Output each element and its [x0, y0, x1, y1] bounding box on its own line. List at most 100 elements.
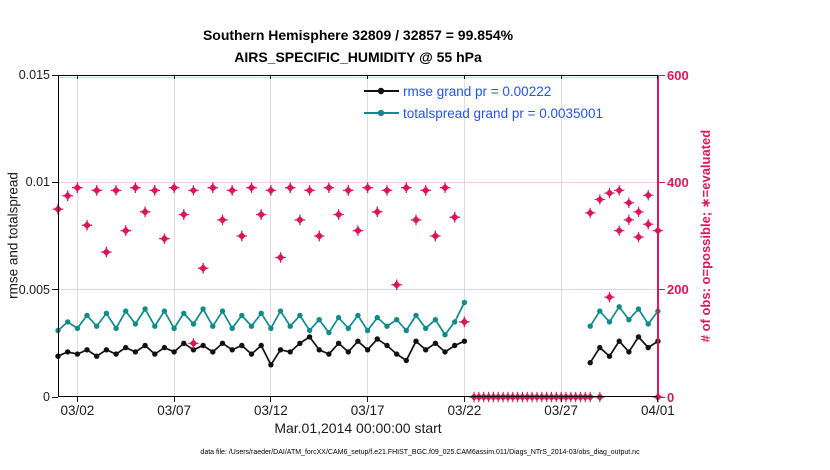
obs-marker — [285, 182, 296, 193]
obs-marker — [236, 230, 248, 242]
obs-marker — [643, 190, 654, 201]
x-tick-label: 04/01 — [640, 403, 675, 418]
legend-sample-totalspread-line-icon — [364, 109, 399, 117]
legend-row-rmse: rmse grand pr = 0.00222 — [363, 80, 603, 102]
obs-marker — [604, 187, 615, 199]
legend-label-totalspread: totalspread grand pr = 0.0035001 — [403, 105, 604, 121]
x-top-tick-mark — [367, 75, 369, 79]
obs-marker — [72, 182, 83, 193]
left-tick-label: 0.01 — [25, 175, 50, 190]
obs-marker — [275, 252, 286, 263]
obs-marker — [623, 197, 635, 208]
obs-marker — [352, 225, 364, 236]
obs-marker — [613, 185, 625, 196]
obs-marker — [343, 185, 354, 196]
obs-marker — [643, 218, 654, 230]
x-top-tick-mark — [657, 75, 659, 79]
obs-marker — [188, 185, 199, 196]
x-top-tick-mark — [560, 75, 562, 79]
obs-marker — [294, 214, 306, 226]
obs-marker — [439, 182, 451, 193]
obs-marker — [139, 206, 151, 218]
x-tick-label: 03/27 — [544, 403, 579, 418]
horizontal-gridline — [58, 76, 658, 78]
x-tick-mark — [367, 397, 369, 402]
obs-marker — [449, 212, 460, 223]
obs-marker — [62, 190, 73, 201]
obs-marker — [101, 246, 112, 258]
obs-marker — [149, 185, 160, 196]
obs-marker — [265, 185, 277, 196]
left-tick-label: 0.005 — [18, 282, 50, 297]
obs-marker — [130, 182, 141, 193]
x-tick-mark — [463, 397, 465, 402]
obs-marker — [178, 209, 189, 220]
left-tick-label: 0.015 — [18, 68, 50, 82]
left-tick-mark — [52, 74, 58, 76]
x-tick-mark — [270, 397, 272, 402]
obs-marker — [381, 185, 393, 196]
x-tick-label: 03/07 — [157, 403, 191, 418]
obs-marker — [314, 230, 325, 242]
x-tick-mark — [76, 397, 78, 402]
x-axis-label: Mar.01,2014 00:00:00 start — [274, 420, 442, 436]
data-series-canvas — [52, 182, 664, 403]
x-tick-label: 03/17 — [350, 403, 385, 418]
left-tick-mark — [52, 396, 58, 398]
right-tick-mark — [659, 74, 665, 76]
obs-marker — [226, 185, 238, 196]
vertical-gridline — [76, 75, 78, 397]
data-file-caption: data file: /Users/raeder/DAI/ATM_forcXX/… — [200, 449, 640, 456]
x-top-tick-mark — [463, 75, 465, 79]
obs-marker — [91, 185, 102, 196]
obs-marker — [594, 194, 606, 205]
obs-marker — [304, 185, 315, 196]
obs-marker — [120, 225, 131, 236]
chart-title-block: Southern Hemisphere 32809 / 32857 = 99.8… — [58, 24, 658, 68]
vertical-gridline — [367, 75, 369, 397]
series-obs-possible — [52, 182, 664, 403]
left-axis-label: rmse and totalspread — [5, 172, 21, 299]
right-tick-mark — [659, 289, 665, 291]
right-tick-label: 400 — [667, 174, 689, 190]
legend-sample-rmse-line-icon — [364, 87, 399, 95]
x-top-tick-mark — [76, 75, 78, 79]
obs-marker — [207, 182, 219, 193]
x-tick-label: 03/22 — [447, 403, 482, 418]
vertical-gridline — [270, 75, 272, 397]
x-top-tick-mark — [173, 75, 175, 79]
legend-row-totalspread: totalspread grand pr = 0.0035001 — [363, 102, 603, 124]
right-tick-label: 200 — [667, 282, 689, 298]
obs-marker — [459, 316, 470, 328]
obs-marker — [159, 233, 170, 244]
x-tick-mark — [657, 397, 659, 402]
obs-marker — [633, 231, 644, 243]
obs-marker — [81, 220, 93, 231]
obs-marker — [197, 263, 209, 274]
vertical-gridline — [173, 75, 175, 397]
obs-marker — [613, 225, 625, 236]
chart-subtitle: AIRS_SPECIFIC_HUMIDITY @ 55 hPa — [234, 49, 482, 65]
chart-title: Southern Hemisphere 32809 / 32857 = 99.8… — [202, 27, 514, 43]
right-tick-mark — [659, 396, 665, 398]
x-tick-label: 03/02 — [60, 403, 95, 418]
obs-marker — [323, 182, 335, 193]
series-rmse — [55, 334, 661, 368]
top-spine — [58, 75, 658, 76]
right-tick-label: 600 — [667, 67, 689, 83]
obs-marker — [372, 206, 383, 218]
left-tick-mark — [52, 181, 58, 183]
legend: rmse grand pr = 0.00222 totalspread gran… — [363, 80, 603, 124]
obs-marker — [168, 182, 180, 193]
right-tick-mark — [659, 181, 665, 183]
obs-marker — [633, 206, 644, 218]
x-tick-mark — [560, 397, 562, 402]
series-obs-evaluated — [52, 182, 664, 403]
obs-marker — [430, 230, 441, 242]
obs-marker — [188, 338, 199, 349]
x-tick-label: 03/12 — [253, 403, 288, 418]
legend-label-rmse: rmse grand pr = 0.00222 — [403, 83, 552, 99]
obs-marker — [246, 182, 257, 193]
obs-marker — [401, 182, 412, 193]
